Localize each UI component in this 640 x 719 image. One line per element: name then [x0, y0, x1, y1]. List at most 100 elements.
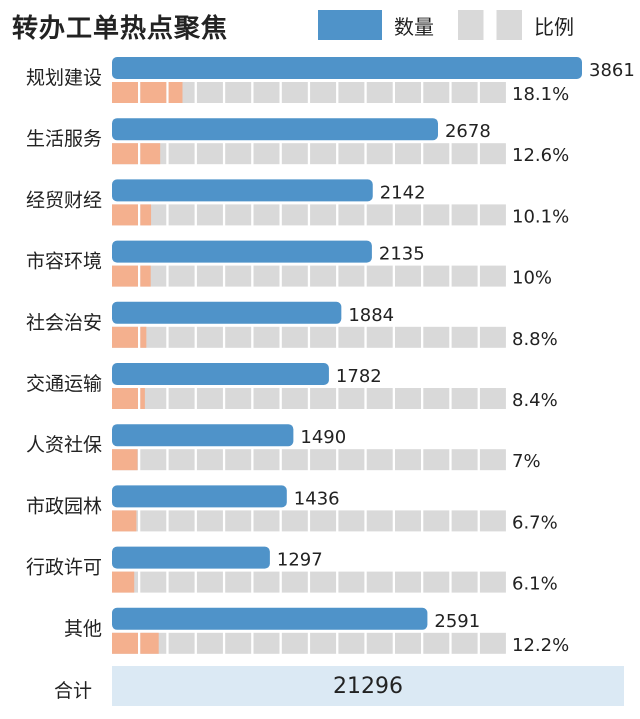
ratio-segment-fill — [112, 388, 138, 409]
ratio-segment — [338, 388, 365, 409]
ratio-segment — [310, 143, 337, 165]
ratio-segment — [479, 265, 506, 287]
ratio-segment — [395, 143, 421, 165]
ratio-segment — [253, 449, 280, 471]
ratio-segment — [253, 143, 280, 165]
ratio-segment — [451, 82, 478, 103]
total-box: 21296 — [112, 666, 624, 706]
ratio-value-label: 7% — [512, 451, 541, 472]
ratio-segment — [366, 82, 393, 103]
count-value-label: 3861 — [589, 60, 635, 81]
ratio-segment — [310, 632, 337, 654]
ratio-segment — [338, 82, 365, 103]
ratio-segment — [395, 204, 421, 226]
ratio-segment — [225, 326, 252, 348]
ratio-segment — [423, 204, 450, 226]
ratio-segment — [366, 571, 393, 593]
ratio-segment-fill — [140, 143, 161, 165]
ratio-segment — [451, 143, 478, 165]
ratio-segment — [395, 510, 421, 532]
ratio-segment — [395, 449, 421, 471]
ratio-segment — [366, 449, 393, 471]
category-label: 规划建设 — [26, 67, 102, 89]
ratio-value-label: 12.6% — [512, 145, 569, 166]
ratio-segment-fill — [112, 510, 137, 532]
count-bar — [112, 607, 428, 630]
ratio-segment — [253, 265, 280, 287]
ratio-segment — [281, 510, 308, 532]
ratio-segment — [479, 571, 506, 593]
ratio-segment — [281, 388, 308, 409]
ratio-segment — [310, 449, 337, 471]
ratio-segment-fill — [140, 265, 151, 287]
ratio-segment — [451, 326, 478, 348]
ratio-segment — [366, 143, 393, 165]
ratio-segment-fill — [112, 632, 138, 654]
count-bar — [112, 240, 372, 263]
count-value-label: 1490 — [300, 427, 346, 448]
ratio-segment — [338, 449, 365, 471]
ratio-value-label: 10% — [512, 268, 552, 289]
ratio-segment — [281, 571, 308, 593]
category-label: 交通运输 — [26, 373, 102, 395]
ratio-segment — [281, 265, 308, 287]
ratio-segment — [366, 632, 393, 654]
ratio-segment — [423, 326, 450, 348]
count-bar — [112, 363, 329, 385]
ratio-segment-fill — [140, 388, 145, 409]
ratio-segment — [168, 449, 195, 471]
ratio-segment — [225, 510, 252, 532]
ratio-segment — [253, 326, 280, 348]
ratio-segment — [310, 326, 337, 348]
ratio-segment — [451, 388, 478, 409]
ratio-segment — [338, 204, 365, 226]
ratio-value-label: 6.1% — [512, 574, 558, 595]
count-value-label: 2142 — [380, 182, 426, 203]
legend-ratio: 比例 — [458, 10, 574, 40]
ratio-segment — [196, 265, 223, 287]
ratio-segment — [338, 632, 365, 654]
category-label: 行政许可 — [26, 557, 102, 579]
ratio-segment — [366, 204, 393, 226]
ratio-segment — [423, 510, 450, 532]
ratio-segment — [168, 204, 195, 226]
count-value-label: 1297 — [277, 550, 323, 571]
ratio-segment — [395, 326, 421, 348]
ratio-segment-fill — [168, 82, 183, 103]
ratio-segment — [281, 143, 308, 165]
ratio-segment — [168, 326, 195, 348]
ratio-segment — [423, 143, 450, 165]
ratio-segment-fill — [112, 143, 138, 165]
ratio-segment — [281, 449, 308, 471]
category-label: 生活服务 — [26, 128, 102, 150]
ratio-segment — [196, 571, 223, 593]
ratio-segment — [253, 571, 280, 593]
ratio-segment — [338, 571, 365, 593]
ratio-segment — [395, 388, 421, 409]
ratio-segment-fill — [112, 265, 138, 287]
ratio-segment — [281, 326, 308, 348]
count-value-label: 1436 — [294, 488, 340, 509]
ratio-segment — [338, 265, 365, 287]
ratio-value-label: 8.8% — [512, 329, 558, 350]
count-bar — [112, 301, 342, 324]
count-bar — [112, 424, 294, 447]
ratio-segment — [196, 510, 223, 532]
ratio-segment — [281, 82, 308, 103]
ratio-segment — [168, 265, 195, 287]
category-label: 其他 — [64, 618, 102, 640]
ratio-segment — [140, 571, 167, 593]
ratio-segment — [423, 632, 450, 654]
count-value-label: 2678 — [445, 121, 491, 142]
count-value-label: 1782 — [336, 366, 382, 387]
ratio-segment — [479, 388, 506, 409]
count-bar — [112, 57, 582, 79]
ratio-segment — [451, 265, 478, 287]
ratio-segment — [451, 449, 478, 471]
ratio-segment — [196, 143, 223, 165]
ratio-segment — [338, 326, 365, 348]
ratio-segment — [253, 82, 280, 103]
total-value: 21296 — [333, 673, 403, 699]
ratio-segment-fill — [140, 204, 152, 226]
ratio-segment — [310, 510, 337, 532]
